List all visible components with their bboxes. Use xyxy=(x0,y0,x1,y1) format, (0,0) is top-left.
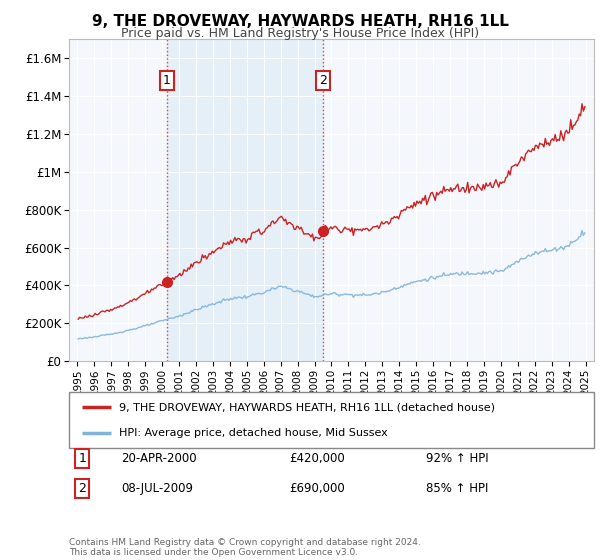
Text: Contains HM Land Registry data © Crown copyright and database right 2024.
This d: Contains HM Land Registry data © Crown c… xyxy=(69,538,421,557)
Text: 9, THE DROVEWAY, HAYWARDS HEATH, RH16 1LL: 9, THE DROVEWAY, HAYWARDS HEATH, RH16 1L… xyxy=(92,14,508,29)
Text: 1: 1 xyxy=(163,74,171,87)
Text: HPI: Average price, detached house, Mid Sussex: HPI: Average price, detached house, Mid … xyxy=(119,428,388,438)
Text: £420,000: £420,000 xyxy=(290,452,345,465)
Text: 2: 2 xyxy=(78,482,86,495)
Text: 08-JUL-2009: 08-JUL-2009 xyxy=(121,482,193,495)
Text: 2: 2 xyxy=(319,74,328,87)
Text: 1: 1 xyxy=(78,452,86,465)
FancyBboxPatch shape xyxy=(69,392,594,448)
Text: 85% ↑ HPI: 85% ↑ HPI xyxy=(426,482,488,495)
Bar xyxy=(167,39,323,361)
Text: 20-APR-2000: 20-APR-2000 xyxy=(121,452,197,465)
Text: 92% ↑ HPI: 92% ↑ HPI xyxy=(426,452,488,465)
Text: £690,000: £690,000 xyxy=(290,482,345,495)
Text: Price paid vs. HM Land Registry's House Price Index (HPI): Price paid vs. HM Land Registry's House … xyxy=(121,27,479,40)
Text: 9, THE DROVEWAY, HAYWARDS HEATH, RH16 1LL (detached house): 9, THE DROVEWAY, HAYWARDS HEATH, RH16 1L… xyxy=(119,402,495,412)
